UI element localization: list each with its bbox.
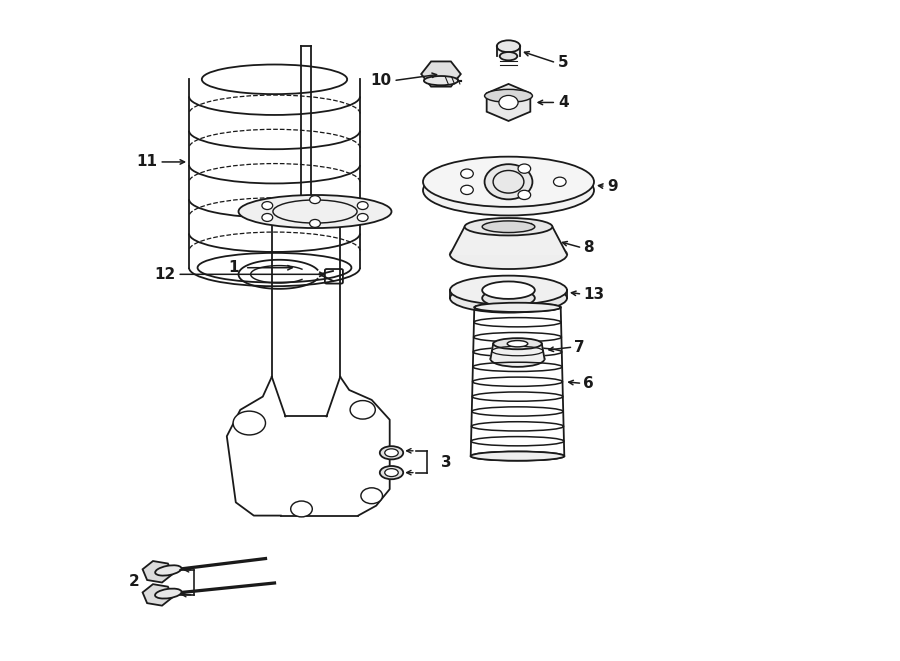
Ellipse shape bbox=[155, 588, 182, 599]
Ellipse shape bbox=[424, 76, 458, 85]
Circle shape bbox=[357, 214, 368, 221]
Circle shape bbox=[461, 185, 473, 194]
Ellipse shape bbox=[385, 469, 398, 477]
Ellipse shape bbox=[484, 89, 533, 102]
Polygon shape bbox=[450, 227, 567, 254]
Text: 1: 1 bbox=[228, 260, 238, 275]
Ellipse shape bbox=[155, 565, 182, 576]
Ellipse shape bbox=[385, 449, 398, 457]
Ellipse shape bbox=[380, 446, 403, 459]
Text: 11: 11 bbox=[137, 155, 157, 169]
Ellipse shape bbox=[238, 195, 392, 228]
Circle shape bbox=[499, 95, 518, 110]
Ellipse shape bbox=[493, 338, 542, 349]
Text: 8: 8 bbox=[583, 241, 594, 255]
Ellipse shape bbox=[450, 276, 567, 305]
Circle shape bbox=[310, 219, 320, 227]
Circle shape bbox=[233, 411, 266, 435]
Text: 7: 7 bbox=[574, 340, 585, 354]
Circle shape bbox=[554, 177, 566, 186]
Ellipse shape bbox=[380, 466, 403, 479]
Circle shape bbox=[262, 214, 273, 221]
Polygon shape bbox=[491, 344, 544, 359]
Text: 10: 10 bbox=[371, 73, 392, 88]
Ellipse shape bbox=[482, 282, 535, 299]
Text: 6: 6 bbox=[583, 376, 594, 391]
Polygon shape bbox=[497, 46, 520, 56]
Ellipse shape bbox=[508, 340, 527, 347]
Text: 13: 13 bbox=[583, 287, 604, 301]
Circle shape bbox=[291, 501, 312, 517]
Ellipse shape bbox=[484, 164, 533, 200]
Text: 4: 4 bbox=[558, 95, 569, 110]
Text: 12: 12 bbox=[154, 267, 176, 282]
Ellipse shape bbox=[482, 221, 535, 233]
Text: 9: 9 bbox=[608, 179, 618, 194]
Ellipse shape bbox=[474, 303, 561, 312]
Ellipse shape bbox=[471, 451, 564, 461]
Ellipse shape bbox=[464, 218, 553, 235]
Ellipse shape bbox=[423, 157, 594, 207]
Circle shape bbox=[518, 164, 531, 173]
Circle shape bbox=[361, 488, 382, 504]
Circle shape bbox=[350, 401, 375, 419]
Circle shape bbox=[461, 169, 473, 178]
Circle shape bbox=[262, 202, 273, 210]
Text: 5: 5 bbox=[558, 56, 569, 70]
Ellipse shape bbox=[450, 240, 567, 269]
Circle shape bbox=[310, 196, 320, 204]
Text: 2: 2 bbox=[129, 574, 140, 589]
Ellipse shape bbox=[497, 40, 520, 52]
Ellipse shape bbox=[482, 290, 535, 307]
Ellipse shape bbox=[423, 165, 594, 215]
Circle shape bbox=[357, 202, 368, 210]
Text: 3: 3 bbox=[441, 455, 452, 470]
Ellipse shape bbox=[491, 351, 544, 367]
Circle shape bbox=[518, 190, 531, 200]
Ellipse shape bbox=[500, 52, 518, 60]
Ellipse shape bbox=[450, 284, 567, 313]
